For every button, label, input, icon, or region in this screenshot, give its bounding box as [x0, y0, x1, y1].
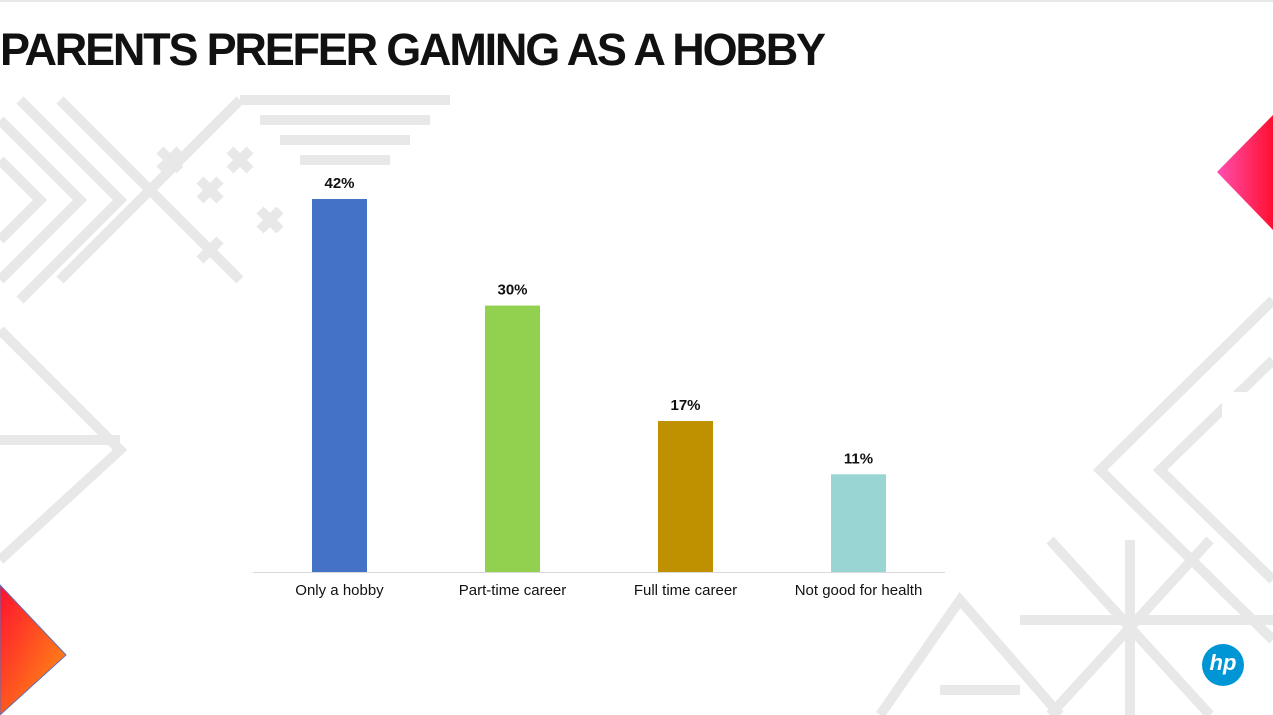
background-pattern — [0, 95, 1273, 715]
chart-title: PARENTS PREFER GAMING AS A HOBBY — [0, 24, 826, 75]
x-tick-label: Full time career — [634, 582, 737, 599]
data-label: 11% — [844, 450, 873, 467]
x-tick-label: Not good for health — [795, 582, 923, 599]
bar — [312, 199, 367, 572]
bar — [831, 474, 886, 572]
corner-accent — [1217, 115, 1273, 230]
logo-text: hp — [1210, 650, 1237, 675]
bar — [485, 305, 540, 572]
data-label: 30% — [497, 282, 527, 299]
bar — [658, 421, 713, 572]
logo-circle — [1202, 644, 1244, 686]
x-tick-label: Only a hobby — [295, 582, 384, 599]
data-label: 17% — [670, 397, 700, 414]
corner-accent — [0, 584, 67, 715]
x-tick-label: Part-time career — [459, 582, 567, 599]
data-label: 42% — [324, 175, 354, 192]
logo: hp — [1202, 644, 1244, 686]
